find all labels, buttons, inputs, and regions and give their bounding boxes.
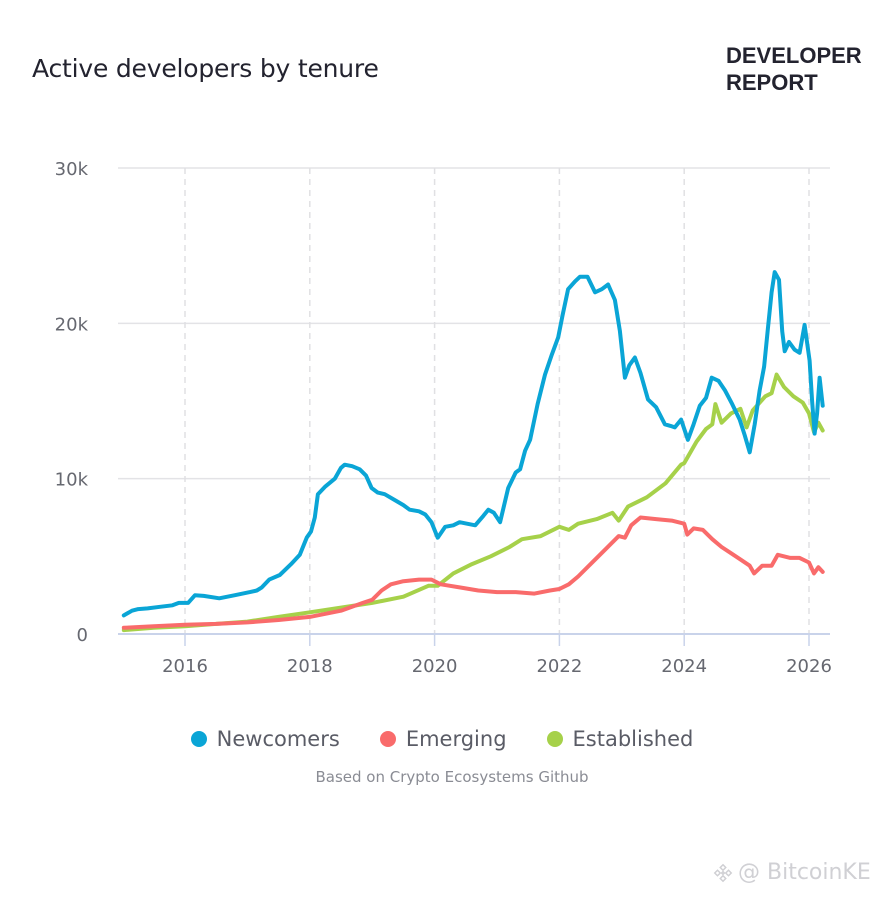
y-tick-label: 30k: [55, 159, 89, 180]
y-tick-label: 0: [77, 625, 88, 646]
legend-item-established[interactable]: Established: [546, 727, 694, 751]
series-line-emerging: [121, 515, 825, 630]
legend-label-newcomers: Newcomers: [216, 727, 340, 751]
chart-title: Active developers by tenure: [32, 54, 379, 83]
x-tick-label: 2022: [536, 656, 582, 677]
legend-dot-established: [546, 731, 563, 747]
x-tick-label: 2024: [661, 656, 707, 677]
x-tick-label: 2018: [287, 656, 333, 677]
x-tick-label: 2016: [162, 656, 208, 677]
legend-dot-emerging: [379, 731, 396, 747]
legend: Newcomers Emerging Established: [0, 727, 884, 751]
y-tick-label: 20k: [55, 314, 89, 335]
series-line-established: [121, 372, 825, 633]
y-tick-label: 10k: [55, 470, 89, 491]
binance-logo-icon: [713, 863, 733, 882]
source-note: Based on Crypto Ecosystems Github: [315, 768, 589, 786]
horizontal-gridlines: [118, 167, 830, 480]
y-tick-labels: 0 10k 20k 30k: [55, 159, 89, 646]
legend-label-established: Established: [572, 727, 694, 751]
watermark-text: @ BitcoinKE: [738, 860, 871, 885]
watermark: @ BitcoinKE: [712, 860, 871, 885]
brand-line-2: REPORT: [726, 70, 818, 95]
series-lines: [121, 270, 825, 633]
series-line-newcomers: [121, 270, 825, 618]
x-tick-label: 2026: [786, 656, 832, 677]
vertical-gridlines: [184, 168, 810, 634]
brand-logo: DEVELOPER REPORT: [726, 42, 862, 96]
legend-item-newcomers[interactable]: Newcomers: [190, 727, 340, 751]
x-tick-labels: 2016 2018 2020 2022 2024 2026: [162, 656, 832, 677]
legend-item-emerging[interactable]: Emerging: [379, 727, 507, 751]
brand-line-1: DEVELOPER: [726, 43, 862, 68]
legend-label-emerging: Emerging: [405, 727, 507, 751]
legend-dot-newcomers: [190, 731, 207, 747]
x-tick-label: 2020: [412, 656, 458, 677]
axes: [118, 633, 830, 646]
